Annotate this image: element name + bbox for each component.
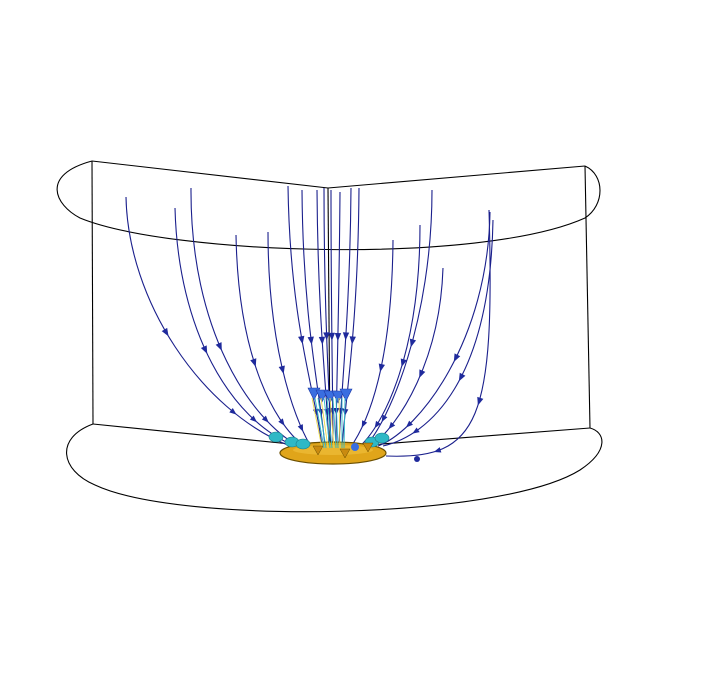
streamline [369,267,444,448]
flow-arrow [405,420,413,428]
flow-arrow [328,332,336,341]
streamline [235,234,306,448]
velocity-streak [338,397,341,449]
flow-cone [295,438,311,450]
flow-arrow [278,418,285,426]
outlet-cone [339,448,351,459]
flow-arrow [161,327,169,337]
flow-arrow [318,336,326,345]
streamline [385,209,491,457]
velocity-streak [329,397,335,449]
flow-cone [323,390,337,404]
top-back-edge-left [91,160,329,189]
flow-arrow [381,414,388,423]
flow-arrow [297,424,304,432]
streamline [382,219,494,447]
velocity-streak [326,397,333,449]
flow-arrow [250,358,257,367]
right-wall-edge [584,165,591,429]
flow-arrow [342,332,350,341]
streamline [125,196,291,447]
streamline [357,224,421,449]
floor-front-edge [66,423,603,513]
flow-arrow [361,420,368,428]
left-wall-edge [91,160,94,425]
flow-arrow [388,421,396,430]
streamline [377,211,491,447]
flow-arrow [378,363,385,373]
velocity-streak [332,397,337,449]
streamline [287,185,323,449]
flow-arrow [419,369,426,378]
flow-arrow [458,372,466,382]
streamline [341,187,360,449]
flow-arrow [323,332,330,341]
streamline [316,189,330,449]
velocity-streak [323,397,331,449]
flow-cone [268,431,284,443]
velocity-streak [343,397,346,449]
streamline [364,189,433,448]
flow-arrow [249,415,258,423]
streamline [335,191,341,449]
flow-arrow [453,353,461,362]
streamline [267,231,313,449]
top-front-edge [56,160,601,251]
streamline [330,189,334,449]
outlet-cones [268,387,420,462]
flow-cone [331,390,345,404]
flow-arrow [215,342,222,351]
streamlines [125,185,494,457]
flow-arrow [477,396,484,406]
top-back-edge-right [327,165,586,189]
flow-arrow [334,333,342,342]
streamline [190,187,301,448]
outlet-cone [312,445,324,456]
streamline [349,239,394,449]
flow-arrow [261,415,269,423]
flow-arrow [433,447,442,453]
outlet-cone [362,442,374,453]
flow-arrow [298,335,305,345]
streamline [174,207,296,447]
velocity-streak [311,397,323,449]
flow-arrow [278,365,285,374]
flow-marker-dot [351,443,359,451]
velocity-streak [335,397,339,449]
flow-arrow [349,336,356,345]
flow-arrow [342,408,349,417]
flow-cone [339,388,353,402]
velocity-streak [320,397,329,449]
flow-arrow [409,338,417,348]
flow-cone [374,432,390,444]
flow-marker-dot [414,456,420,462]
velocity-streak [317,397,327,449]
flow-arrow [412,427,420,434]
flow-arrow [400,358,407,368]
flow-arrow [374,420,381,429]
velocity-streak [314,397,325,449]
flow-arrow [200,345,208,354]
flow-arrow [229,408,237,415]
flow-arrow [307,336,314,345]
